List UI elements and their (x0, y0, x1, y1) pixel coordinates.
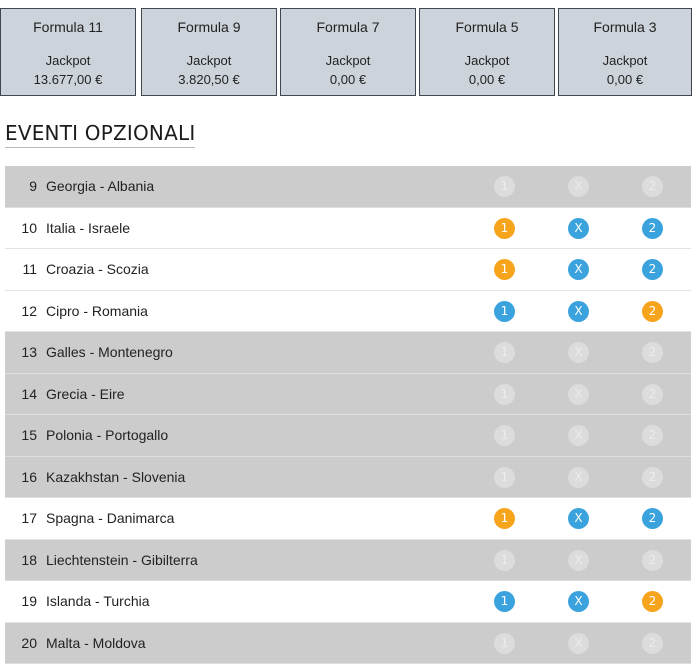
pick-x-button: X (568, 466, 589, 488)
event-number: 20 (21, 634, 37, 651)
pick-1-button[interactable]: 1 (494, 300, 515, 322)
pick-1-button: 1 (494, 549, 515, 571)
pick-x-button[interactable]: X (568, 217, 589, 239)
event-match: Cipro - Romania (46, 302, 148, 319)
event-number: 9 (29, 178, 37, 194)
event-row: 15 Polonia - Portogallo 1 X 2 (5, 415, 691, 457)
formula-card-11[interactable]: Formula 11 Jackpot 13.677,00 € (0, 8, 136, 96)
formula-name: Formula 5 (455, 19, 519, 35)
event-row: 16 Kazakhstan - Slovenia 1 X 2 (5, 456, 691, 498)
event-number: 11 (22, 261, 37, 277)
event-match: Grecia - Eire (46, 385, 125, 402)
event-match: Kazakhstan - Slovenia (46, 468, 186, 485)
event-row: 17 Spagna - Danimarca 1 X 2 (5, 498, 691, 540)
formula-card-9[interactable]: Formula 9 Jackpot 3.820,50 € (141, 8, 277, 96)
event-match: Malta - Moldova (46, 634, 146, 651)
event-match: Galles - Montenegro (46, 344, 173, 360)
event-match: Liechtenstein - Gibilterra (46, 551, 198, 568)
pick-x-button: X (568, 549, 589, 571)
event-match: Polonia - Portogallo (46, 427, 169, 443)
jackpot-value: 0,00 € (468, 72, 506, 87)
event-number: 10 (21, 219, 37, 236)
pick-2-button: 2 (642, 176, 663, 197)
pick-2-button[interactable]: 2 (642, 217, 663, 239)
pick-2-button: 2 (642, 383, 663, 405)
event-match: Islanda - Turchia (46, 593, 150, 609)
formula-bar: Formula 11 Jackpot 13.677,00 € Formula 9… (0, 8, 692, 96)
jackpot-value: 0,00 € (329, 72, 367, 87)
event-match: Italia - Israele (46, 219, 131, 236)
pick-x-button[interactable]: X (568, 508, 589, 529)
event-number: 12 (21, 302, 37, 319)
pick-2-button[interactable]: 2 (642, 300, 663, 322)
event-match: Spagna - Danimarca (46, 510, 175, 526)
event-number: 18 (21, 551, 37, 568)
pick-1-button: 1 (494, 632, 515, 654)
pick-x-button: X (568, 632, 589, 654)
event-row: 10 Italia - Israele 1 X 2 (5, 207, 691, 249)
pick-1-button: 1 (494, 176, 515, 197)
pick-1-button[interactable]: 1 (494, 591, 515, 612)
pick-2-button[interactable]: 2 (642, 508, 663, 529)
event-number: 15 (21, 427, 37, 443)
event-number: 19 (21, 593, 37, 609)
pick-2-button: 2 (642, 549, 663, 571)
pick-1-button: 1 (494, 466, 515, 488)
formula-card-3[interactable]: Formula 3 Jackpot 0,00 € (558, 8, 692, 96)
section-title: EVENTI OPZIONALI (5, 121, 196, 148)
event-row: 9 Georgia - Albania 1 X 2 (5, 166, 691, 208)
jackpot-value: 13.677,00 € (33, 72, 103, 87)
jackpot-value: 0,00 € (606, 72, 644, 87)
pick-1-button: 1 (494, 342, 515, 363)
event-row: 18 Liechtenstein - Gibilterra 1 X 2 (5, 539, 691, 581)
pick-1-button[interactable]: 1 (494, 259, 515, 280)
pick-1-button[interactable]: 1 (494, 217, 515, 239)
pick-x-button[interactable]: X (568, 259, 589, 280)
formula-name: Formula 9 (177, 19, 241, 35)
jackpot-value: 3.820,50 € (178, 72, 240, 87)
jackpot-label: Jackpot (45, 53, 91, 68)
pick-1-button: 1 (494, 425, 515, 446)
pick-x-button: X (568, 383, 589, 405)
pick-x-button: X (568, 425, 589, 446)
pick-2-button: 2 (642, 425, 663, 446)
event-number: 16 (21, 468, 37, 485)
pick-2-button[interactable]: 2 (642, 259, 663, 280)
formula-name: Formula 11 (33, 19, 103, 35)
pick-x-button: X (568, 176, 589, 197)
pick-x-button: X (568, 342, 589, 363)
jackpot-label: Jackpot (186, 53, 232, 68)
pick-2-button: 2 (642, 632, 663, 654)
event-row: 12 Cipro - Romania 1 X 2 (5, 290, 691, 332)
jackpot-label: Jackpot (325, 53, 371, 68)
formula-name: Formula 3 (593, 19, 657, 35)
event-match: Georgia - Albania (46, 178, 155, 194)
formula-card-5[interactable]: Formula 5 Jackpot 0,00 € (419, 8, 555, 96)
pick-x-button[interactable]: X (568, 300, 589, 322)
event-row: 14 Grecia - Eire 1 X 2 (5, 373, 691, 415)
event-number: 14 (21, 385, 37, 402)
pick-2-button[interactable]: 2 (642, 591, 663, 612)
formula-name: Formula 7 (316, 19, 380, 35)
event-row: 19 Islanda - Turchia 1 X 2 (5, 581, 691, 623)
pick-2-button: 2 (642, 466, 663, 488)
pick-2-button: 2 (642, 342, 663, 363)
formula-card-7[interactable]: Formula 7 Jackpot 0,00 € (280, 8, 416, 96)
jackpot-label: Jackpot (602, 53, 648, 68)
pick-1-button[interactable]: 1 (494, 508, 515, 529)
pick-1-button: 1 (494, 383, 515, 405)
event-match: Croazia - Scozia (46, 261, 149, 277)
events-table: 9 Georgia - Albania 1 X 2 10 Italia - Israele 1… (5, 166, 691, 664)
event-row: 13 Galles - Montenegro 1 X 2 (5, 332, 691, 374)
jackpot-label: Jackpot (464, 53, 510, 68)
pick-x-button[interactable]: X (568, 591, 589, 612)
event-number: 17 (21, 510, 37, 526)
event-row: 11 Croazia - Scozia 1 X 2 (5, 249, 691, 291)
event-number: 13 (21, 344, 37, 360)
event-row: 20 Malta - Moldova 1 X 2 (5, 622, 691, 664)
